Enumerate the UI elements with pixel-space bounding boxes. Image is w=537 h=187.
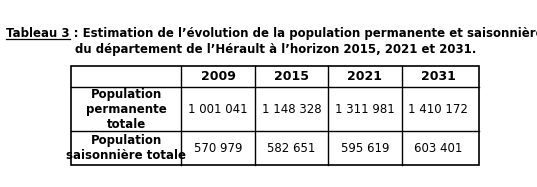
Text: 1 311 981: 1 311 981: [335, 103, 395, 116]
Text: 603 401: 603 401: [414, 142, 462, 155]
Text: du département de l’Hérault à l’horizon 2015, 2021 et 2031.: du département de l’Hérault à l’horizon …: [75, 43, 476, 56]
Text: 570 979: 570 979: [194, 142, 242, 155]
Text: 1 148 328: 1 148 328: [262, 103, 321, 116]
Text: 2009: 2009: [201, 70, 236, 83]
Text: Tableau 3: Tableau 3: [243, 27, 307, 40]
Text: 595 619: 595 619: [340, 142, 389, 155]
Text: 2021: 2021: [347, 70, 382, 83]
Text: 582 651: 582 651: [267, 142, 316, 155]
Text: 1 410 172: 1 410 172: [409, 103, 468, 116]
Text: 2015: 2015: [274, 70, 309, 83]
Text: 1 001 041: 1 001 041: [188, 103, 248, 116]
Text: 2031: 2031: [421, 70, 456, 83]
Text: Population
saisonnière totale: Population saisonnière totale: [67, 134, 186, 162]
Text: Population
permanente
totale: Population permanente totale: [86, 88, 166, 131]
Text: Tableau 3 : Estimation de l’évolution de la population permanente et saisonnière: Tableau 3 : Estimation de l’évolution de…: [6, 27, 537, 40]
